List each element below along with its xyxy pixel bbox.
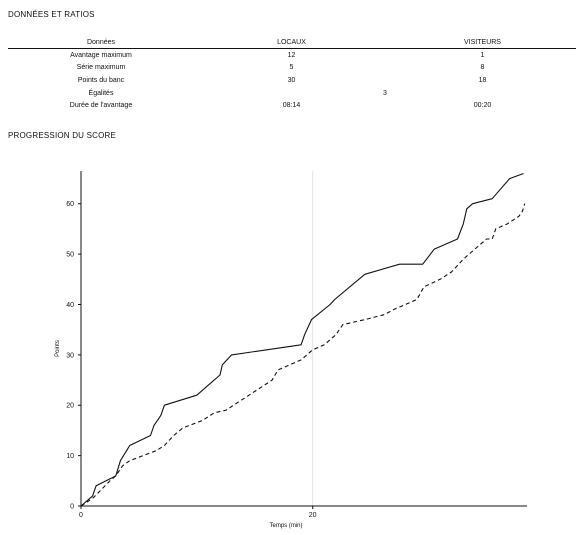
shared-value: 3 bbox=[383, 89, 387, 97]
table-row: Égalités 3 bbox=[8, 87, 576, 100]
table-row: Série maximum 5 8 bbox=[8, 62, 576, 75]
y-tick-label: 20 bbox=[66, 403, 74, 410]
row-label: Série maximum bbox=[76, 64, 126, 72]
x-axis-label: Temps (min) bbox=[269, 523, 302, 529]
header-home: LOCAUX bbox=[194, 37, 389, 49]
stats-header-row: Données LOCAUX VISITEURS bbox=[8, 37, 576, 49]
row-label: Égalités bbox=[88, 89, 114, 97]
y-tick-label: 0 bbox=[70, 504, 74, 511]
row-label: Durée de l'avantage bbox=[69, 102, 133, 110]
home-value: 12 bbox=[287, 51, 296, 59]
y-tick-label: 30 bbox=[66, 352, 74, 359]
table-row: Points du banc 30 18 bbox=[8, 74, 576, 87]
y-tick-label: 60 bbox=[66, 201, 74, 208]
y-tick-label: 40 bbox=[66, 302, 74, 309]
away-value: 00:20 bbox=[473, 102, 492, 110]
row-label: Points du banc bbox=[77, 76, 125, 84]
y-axis-label: Points bbox=[55, 340, 61, 357]
header-data: Données bbox=[8, 37, 194, 49]
header-away: VISITEURS bbox=[389, 37, 576, 49]
series-line-away bbox=[80, 203, 526, 507]
x-tick-label: 0 bbox=[79, 512, 83, 519]
stats-title: DONNÉES ET RATIOS bbox=[8, 10, 95, 19]
y-tick-label: 10 bbox=[66, 453, 74, 460]
progress-title: PROGRESSION DU SCORE bbox=[8, 131, 117, 140]
away-value: 18 bbox=[478, 76, 487, 84]
table-row: Durée de l'avantage 08:14 00:20 bbox=[8, 99, 576, 112]
y-tick-label: 50 bbox=[66, 252, 74, 259]
away-value: 1 bbox=[480, 51, 485, 59]
home-value: 08:14 bbox=[282, 102, 301, 110]
away-value: 8 bbox=[480, 64, 485, 72]
home-value: 5 bbox=[289, 64, 294, 72]
x-tick-label: 20 bbox=[309, 512, 317, 519]
row-label: Avantage maximum bbox=[70, 51, 132, 59]
series-line-home bbox=[80, 172, 524, 507]
stats-table: Données LOCAUX VISITEURS Avantage maximu… bbox=[8, 37, 576, 112]
table-row: Avantage maximum 12 1 bbox=[8, 49, 576, 62]
home-value: 30 bbox=[287, 76, 296, 84]
